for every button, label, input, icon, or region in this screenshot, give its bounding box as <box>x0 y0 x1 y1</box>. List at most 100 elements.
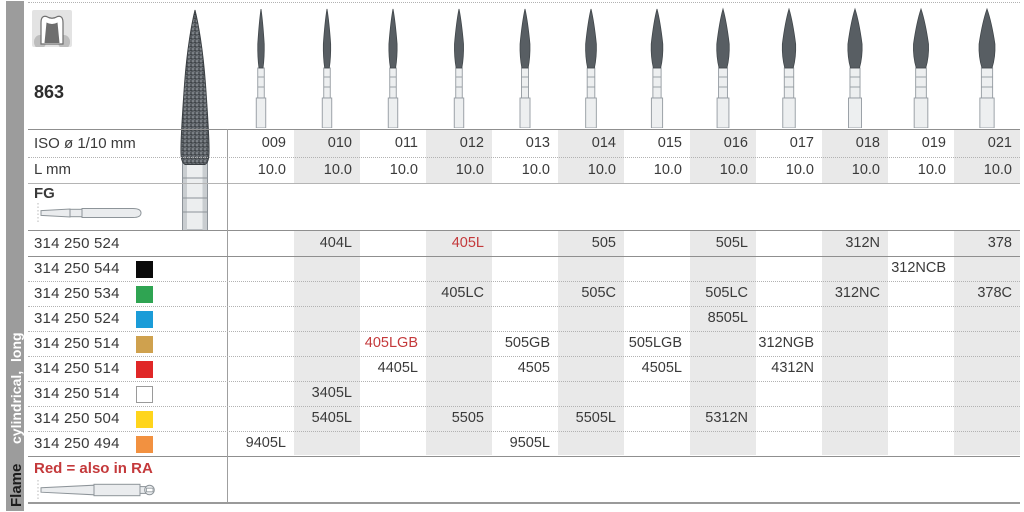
grit-color-swatch <box>136 386 153 403</box>
column-stripe <box>426 130 492 183</box>
sidebar-family-label: Flame <box>8 463 25 507</box>
iso-diameter-row-label: ISO ø 1/10 mm <box>34 135 136 152</box>
catalog-item: 9505L <box>509 435 550 451</box>
bur-size-illustration <box>574 4 608 129</box>
catalog-item: 505GB <box>504 335 550 351</box>
column-stripe <box>426 231 492 455</box>
bur-size-illustration <box>904 4 938 129</box>
column-header: 017 <box>789 135 814 151</box>
column-stripe <box>294 231 360 455</box>
catalog-item: 8505L <box>707 310 748 326</box>
order-code: 314 250 514 <box>34 335 120 352</box>
ra-shank-illustration <box>36 478 158 507</box>
column-stripe <box>558 130 624 183</box>
figure-bur-illustration <box>172 4 218 235</box>
row-separator <box>28 306 1020 307</box>
bur-size-illustration <box>640 4 674 129</box>
catalog-item: 5505 <box>451 410 484 426</box>
column-stripe <box>954 231 1020 455</box>
column-stripe <box>690 130 756 183</box>
order-code: 314 250 504 <box>34 410 120 427</box>
catalog-item: 4405L <box>377 360 418 376</box>
length-value: 10.0 <box>653 162 682 178</box>
column-header: 019 <box>921 135 946 151</box>
row-separator <box>28 356 1020 357</box>
length-value: 10.0 <box>521 162 550 178</box>
catalog-item: 505LGB <box>628 335 682 351</box>
column-stripe <box>294 130 360 183</box>
family-sidebar <box>6 1 24 511</box>
length-value: 10.0 <box>455 162 484 178</box>
bur-size-illustration <box>706 4 740 129</box>
row-separator <box>28 256 1020 257</box>
row-separator <box>28 331 1020 332</box>
row-separator <box>28 406 1020 407</box>
column-header: 016 <box>723 135 748 151</box>
catalog-item: 405LGB <box>364 335 418 351</box>
catalog-item: 312NCB <box>891 260 946 276</box>
catalog-item: 505 <box>591 235 616 251</box>
bottom-border <box>28 502 1020 504</box>
column-header: 010 <box>327 135 352 151</box>
column-header: 011 <box>394 135 418 151</box>
footer-note: Red = also in RA <box>34 460 153 477</box>
catalog-item: 4505 <box>517 360 550 376</box>
length-value: 10.0 <box>719 162 748 178</box>
length-value: 10.0 <box>257 162 286 178</box>
catalog-item: 4505L <box>641 360 682 376</box>
order-code: 314 250 494 <box>34 435 120 452</box>
catalog-item: 505C <box>581 285 616 301</box>
grit-color-swatch <box>136 286 153 303</box>
bur-size-illustration <box>772 4 806 129</box>
catalog-item: 505LC <box>705 285 748 301</box>
order-code: 314 250 524 <box>34 310 120 327</box>
order-code: 314 250 514 <box>34 360 120 377</box>
grit-color-swatch <box>136 336 153 353</box>
column-stripe <box>558 231 624 455</box>
top-border <box>28 2 1020 3</box>
bur-size-illustration <box>376 4 410 129</box>
order-code: 314 250 534 <box>34 285 120 302</box>
catalog-item: 378C <box>977 285 1012 301</box>
column-header: 009 <box>261 135 286 151</box>
length-value: 10.0 <box>983 162 1012 178</box>
catalog-item: 9405L <box>245 435 286 451</box>
grit-color-swatch <box>136 311 153 328</box>
length-row-label: L mm <box>34 161 71 178</box>
column-stripe <box>822 130 888 183</box>
grid-line <box>28 230 1020 231</box>
grit-color-swatch <box>136 411 153 428</box>
column-stripe <box>954 130 1020 183</box>
order-code: 314 250 524 <box>34 235 120 252</box>
column-header: 018 <box>855 135 880 151</box>
column-header: 021 <box>987 135 1012 151</box>
bur-size-illustration <box>442 4 476 129</box>
length-value: 10.0 <box>389 162 418 178</box>
length-value: 10.0 <box>323 162 352 178</box>
column-stripe <box>690 231 756 455</box>
catalog-item: 4312N <box>771 360 814 376</box>
catalog-item: 404L <box>319 235 352 251</box>
figure-number: 863 <box>34 82 65 102</box>
length-value: 10.0 <box>917 162 946 178</box>
grit-color-swatch <box>136 261 153 278</box>
catalog-item: 5505L <box>575 410 616 426</box>
row-separator <box>28 281 1020 282</box>
bur-size-illustration <box>310 4 344 129</box>
tooth-icon <box>32 10 72 52</box>
catalog-item: 405L <box>451 235 484 251</box>
column-header: 014 <box>591 135 616 151</box>
column-header: 013 <box>525 135 550 151</box>
catalog-item: 312NGB <box>758 335 814 351</box>
column-header: 012 <box>459 135 484 151</box>
catalog-item: 378 <box>987 235 1012 251</box>
row-separator <box>28 381 1020 382</box>
bur-size-illustration <box>838 4 872 129</box>
shank-type-label: FG <box>34 185 55 202</box>
catalog-item: 3405L <box>311 385 352 401</box>
fg-shank-illustration <box>36 202 146 229</box>
catalog-item: 5312N <box>705 410 748 426</box>
grid-line <box>28 456 1020 457</box>
label-column-divider <box>227 129 228 502</box>
